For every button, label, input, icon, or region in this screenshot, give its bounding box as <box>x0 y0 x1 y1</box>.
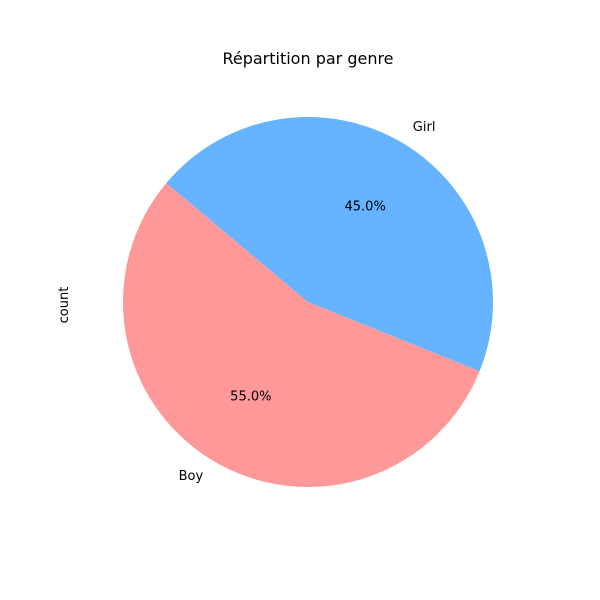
pie-pct-label-boy: 55.0% <box>230 390 271 405</box>
pie-slice-girl <box>166 116 494 372</box>
pie-labels: Boy 55.0% Girl 45.0% <box>179 120 436 484</box>
pie-slice-boy <box>123 183 480 487</box>
pie-slices <box>123 116 494 487</box>
pie-pct-label-girl: 45.0% <box>345 199 386 214</box>
pie-label-boy: Boy <box>179 469 204 484</box>
pie-label-girl: Girl <box>413 120 436 135</box>
chart-y-axis-label: count <box>57 287 72 324</box>
chart-title: Répartition par genre <box>222 49 393 68</box>
